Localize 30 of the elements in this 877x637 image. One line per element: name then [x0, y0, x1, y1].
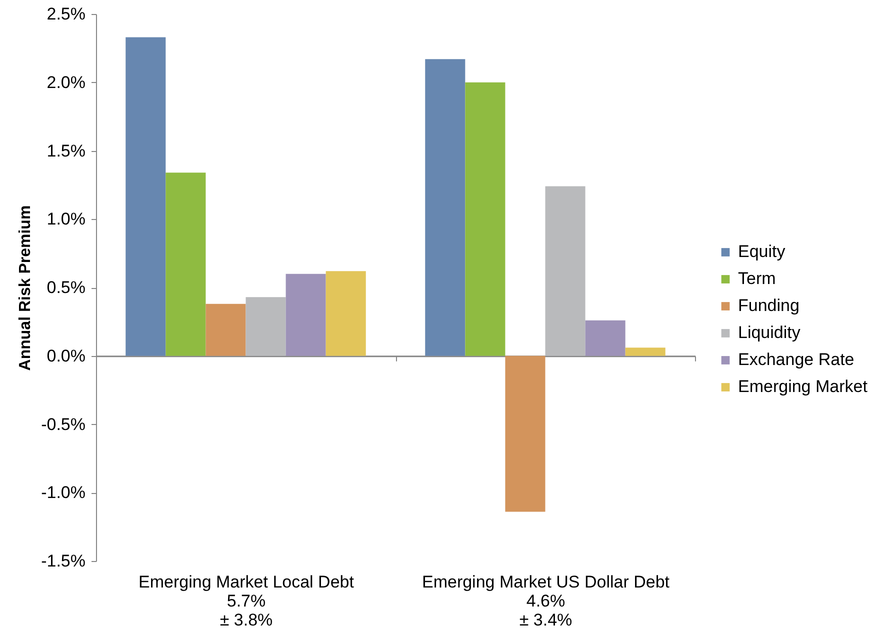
y-tick-label: 1.0%: [46, 210, 86, 229]
bar: [326, 271, 366, 356]
legend-label: Exchange Rate: [738, 350, 854, 370]
bar: [505, 356, 546, 512]
bar: [545, 186, 586, 356]
bar: [465, 82, 506, 356]
bar: [126, 37, 166, 356]
y-tick-label: 1.5%: [46, 141, 86, 160]
bar: [246, 297, 286, 356]
y-axis-title: Annual Risk Premium: [17, 205, 34, 371]
x-tick-label: Emerging Market US Dollar Debt 4.6% ± 3.4%: [422, 572, 670, 630]
bar: [206, 304, 246, 356]
y-tick-label: -1.0%: [41, 483, 86, 502]
y-tick-label: -0.5%: [41, 414, 86, 434]
legend-label: Liquidity: [738, 323, 801, 342]
legend-label: Funding: [738, 296, 800, 316]
y-tick-label: 2.5%: [46, 4, 86, 24]
bar: [166, 172, 206, 356]
y-tick-label: -1.5%: [41, 552, 86, 570]
y-tick-label: 0.0%: [46, 346, 86, 366]
x-tick-label: Emerging Market Local Debt 5.7% ± 3.8%: [138, 572, 354, 630]
legend-label: Equity: [738, 242, 786, 262]
legend-label: Emerging Market: [738, 377, 868, 396]
bar: [625, 348, 666, 356]
bar: [425, 59, 466, 356]
y-tick-label: 2.0%: [46, 72, 86, 92]
y-tick-label: 0.5%: [46, 278, 86, 297]
legend-label: Term: [738, 269, 776, 288]
bar: [286, 274, 326, 356]
bar: [585, 320, 626, 356]
